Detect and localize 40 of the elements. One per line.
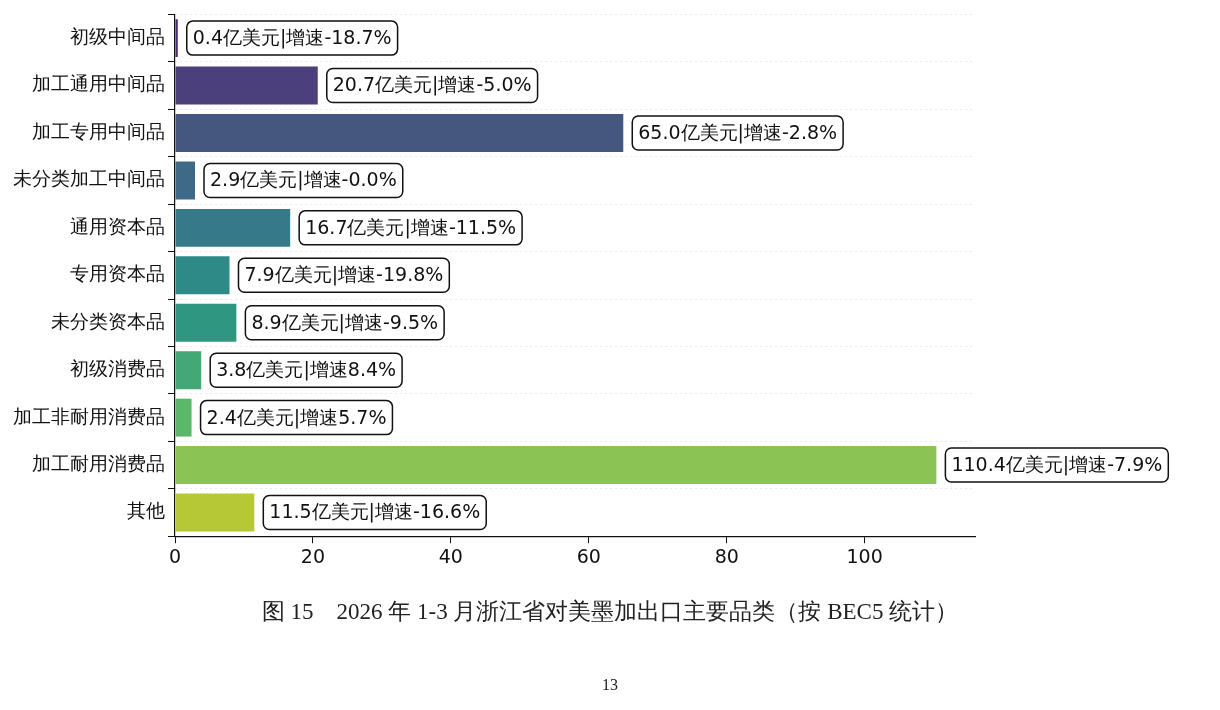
x-tick-label: 20 — [300, 544, 326, 567]
text: 13 — [601, 676, 619, 694]
y-tick-label: 加工通用中间品 — [32, 72, 165, 95]
y-tick-label: 初级中间品 — [70, 25, 165, 48]
bar — [175, 398, 192, 437]
data-label: 20.7亿美元|增速-5.0% — [332, 73, 532, 97]
y-tick-label: 加工耐用消费品 — [32, 451, 165, 474]
x-tick-label: 100 — [846, 544, 883, 567]
x-tick-label: 40 — [438, 544, 463, 567]
x-tick-label: 0 — [168, 544, 182, 567]
bar — [175, 446, 937, 485]
x-tick-label: 60 — [576, 544, 601, 567]
bar — [175, 303, 237, 342]
bar — [175, 351, 202, 390]
bar — [175, 66, 318, 105]
data-label: 2.9亿美元|增速-0.0% — [210, 168, 397, 192]
data-label: 11.5亿美元|增速-16.6% — [269, 500, 481, 524]
y-tick-label: 初级消费品 — [70, 357, 165, 380]
y-tick-label: 专用资本品 — [70, 262, 165, 285]
bar — [175, 256, 230, 295]
data-label: 110.4亿美元|增速-7.9% — [951, 452, 1163, 476]
data-label: 16.7亿美元|增速-11.5% — [305, 215, 517, 239]
bar — [175, 114, 624, 152]
text: 图 15 2026 年 1-3 月浙江省对美墨加出口主要品类（按 BEC5 统计） — [260, 598, 960, 626]
y-tick-label: 通用资本品 — [70, 214, 165, 237]
data-label: 2.4亿美元|增速5.7% — [206, 405, 387, 429]
data-label: 3.8亿美元|增速8.4% — [216, 358, 397, 382]
data-label: 7.9亿美元|增速-19.8% — [244, 263, 444, 287]
y-tick-label: 未分类资本品 — [51, 309, 165, 332]
bar — [175, 161, 195, 200]
y-tick-label: 加工专用中间品 — [32, 119, 165, 142]
y-tick-label: 其他 — [127, 499, 165, 522]
bar — [175, 208, 291, 247]
y-tick-label: 加工非耐用消费品 — [13, 404, 165, 427]
bar — [175, 493, 255, 532]
data-label: 0.4亿美元|增速-18.7% — [192, 26, 392, 50]
data-label: 8.9亿美元|增速-9.5% — [251, 310, 439, 334]
data-label: 65.0亿美元|增速-2.8% — [638, 120, 838, 144]
y-tick-label: 未分类加工中间品 — [13, 167, 165, 190]
x-tick-label: 80 — [714, 544, 739, 567]
